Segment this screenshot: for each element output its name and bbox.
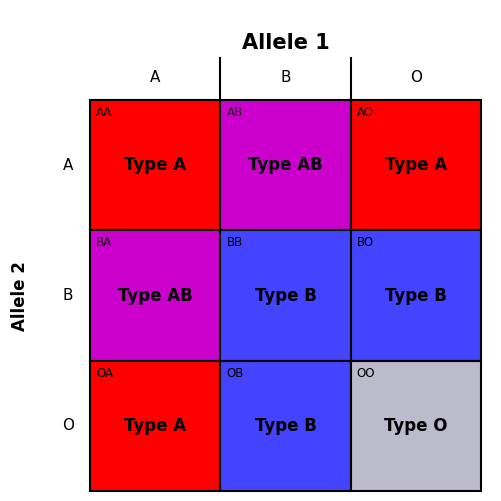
Text: OA: OA [96,367,113,380]
Text: BO: BO [357,236,374,249]
Bar [351,100,481,230]
Text: Allele 1: Allele 1 [241,33,330,53]
Text: Type AB: Type AB [248,156,323,174]
Bar [351,361,481,491]
Bar [90,230,220,361]
Text: O: O [62,418,74,433]
Text: Type B: Type B [385,287,447,305]
Bar [220,361,351,491]
Text: BA: BA [96,236,112,249]
Text: BB: BB [226,236,242,249]
Bar [351,230,481,361]
Text: B: B [63,288,73,303]
Text: AB: AB [226,106,242,119]
Text: Type B: Type B [255,287,317,305]
Text: OB: OB [226,367,244,380]
Bar [90,100,220,230]
Bar [90,361,220,491]
Text: Type AB: Type AB [118,287,193,305]
Text: Allele 2: Allele 2 [11,261,29,331]
Text: A: A [63,158,73,173]
Text: Type B: Type B [255,417,317,435]
Text: Type A: Type A [124,417,186,435]
Text: B: B [281,70,291,85]
Text: Type O: Type O [384,417,447,435]
Text: OO: OO [357,367,375,380]
Bar [220,230,351,361]
Text: O: O [410,70,422,85]
Text: AA: AA [96,106,113,119]
Text: Type A: Type A [124,156,186,174]
Text: A: A [150,70,160,85]
Text: Type A: Type A [385,156,447,174]
Text: AO: AO [357,106,374,119]
Bar [220,100,351,230]
